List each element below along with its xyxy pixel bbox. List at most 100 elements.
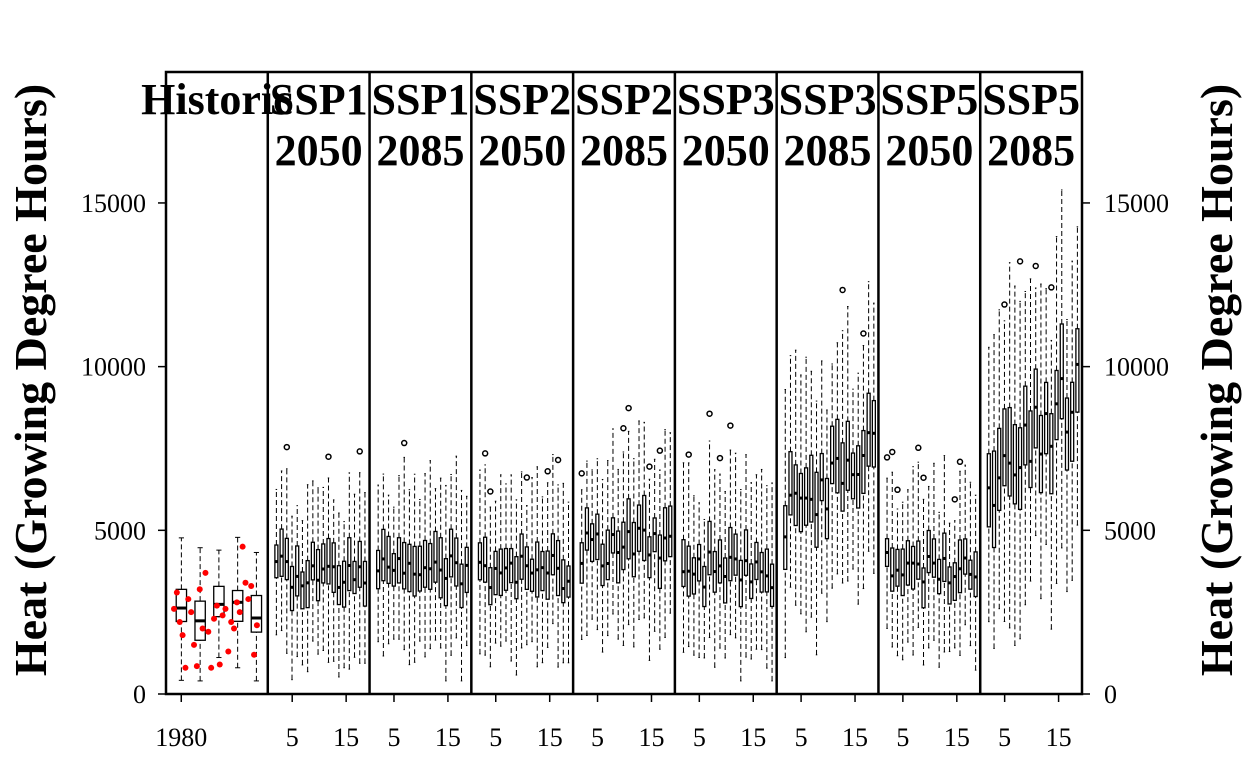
outlier-point (554, 456, 562, 464)
box (819, 452, 824, 502)
outlier-point (325, 453, 332, 460)
box (1007, 406, 1012, 497)
historic-point (239, 543, 246, 550)
outlier-point (578, 470, 585, 477)
panel-title: 2085 (784, 126, 872, 175)
box (1075, 328, 1080, 413)
box (890, 547, 895, 592)
box (1028, 410, 1033, 489)
box (284, 537, 289, 581)
box (798, 472, 804, 533)
outlier-point (956, 458, 964, 466)
outlier-point (716, 454, 724, 462)
outlier-point (1048, 284, 1055, 291)
box (545, 550, 550, 600)
panels-layer: HistoricSSP12050SSP12085SSP22050SSP22085… (141, 72, 1080, 694)
box (605, 529, 610, 581)
box (482, 536, 488, 583)
historic-point (185, 596, 192, 603)
box (840, 442, 845, 512)
historic-point (236, 609, 243, 616)
box (957, 539, 963, 594)
historic-point (245, 596, 252, 603)
outlier-point (894, 486, 901, 494)
box (1059, 323, 1064, 420)
box (631, 521, 636, 578)
box (1064, 397, 1070, 471)
box (584, 507, 590, 551)
box (1002, 408, 1007, 487)
outlier-point (283, 443, 291, 451)
outlier-point (883, 454, 891, 461)
panel-title: 2050 (275, 126, 363, 175)
y-tick-label-left: 10000 (81, 353, 146, 382)
box (616, 530, 621, 584)
y-tick-label-left: 5000 (94, 516, 146, 545)
box (1012, 424, 1018, 505)
outlier-point (915, 444, 922, 452)
box (357, 540, 362, 588)
outlier-point (1032, 262, 1039, 270)
historic-point (213, 602, 220, 609)
historic-point (216, 661, 223, 668)
y-tick-label-right: 5000 (1104, 516, 1156, 545)
box (728, 526, 733, 582)
historic-point (173, 589, 180, 596)
panel-title: 2050 (885, 126, 973, 175)
box (691, 557, 697, 595)
box (952, 562, 957, 602)
box (991, 450, 997, 549)
box (681, 539, 686, 588)
outlier-point (356, 448, 363, 455)
box (814, 471, 819, 548)
x-tick-label: 15 (537, 723, 563, 752)
box (433, 530, 438, 583)
panel-title: SSP5 (880, 75, 978, 124)
box (973, 551, 978, 598)
box (524, 546, 529, 591)
outlier-point (889, 448, 896, 456)
box (642, 494, 647, 562)
box (916, 540, 921, 580)
x-tick-label: 15 (435, 723, 461, 752)
box (213, 585, 225, 618)
box (443, 558, 449, 607)
box (1049, 413, 1054, 495)
box (279, 528, 284, 577)
box (295, 545, 300, 597)
box (341, 560, 347, 608)
box (595, 513, 600, 561)
box (707, 520, 712, 576)
panel-title: 2050 (478, 126, 566, 175)
box (845, 420, 850, 491)
box (402, 541, 407, 590)
x-tick-label: 1980 (155, 723, 207, 752)
box (422, 539, 428, 588)
box (717, 539, 723, 584)
panel-title: SSP2 (473, 75, 571, 124)
y-axis-title-left: Heat (Growing Degree Hours) (5, 84, 56, 676)
box (231, 589, 244, 622)
outlier-point (487, 488, 494, 495)
x-tick-label: 15 (1046, 723, 1072, 752)
x-tick-label: 5 (998, 723, 1011, 752)
historic-point (242, 579, 249, 586)
historic-point (222, 605, 229, 612)
box (1070, 381, 1075, 462)
outlier-point (1001, 301, 1008, 308)
box (830, 425, 835, 485)
box (464, 546, 469, 594)
box (788, 451, 793, 516)
historic-point (251, 651, 258, 658)
historic-point (205, 628, 212, 635)
x-tick-label: 5 (387, 723, 400, 752)
x-tick-label: 15 (333, 723, 359, 752)
box (668, 505, 673, 558)
box (493, 550, 498, 596)
box (352, 560, 357, 595)
historic-point (182, 664, 189, 671)
outlier-point (544, 468, 551, 475)
box (336, 565, 342, 606)
historic-point (188, 609, 195, 616)
box (250, 594, 263, 633)
